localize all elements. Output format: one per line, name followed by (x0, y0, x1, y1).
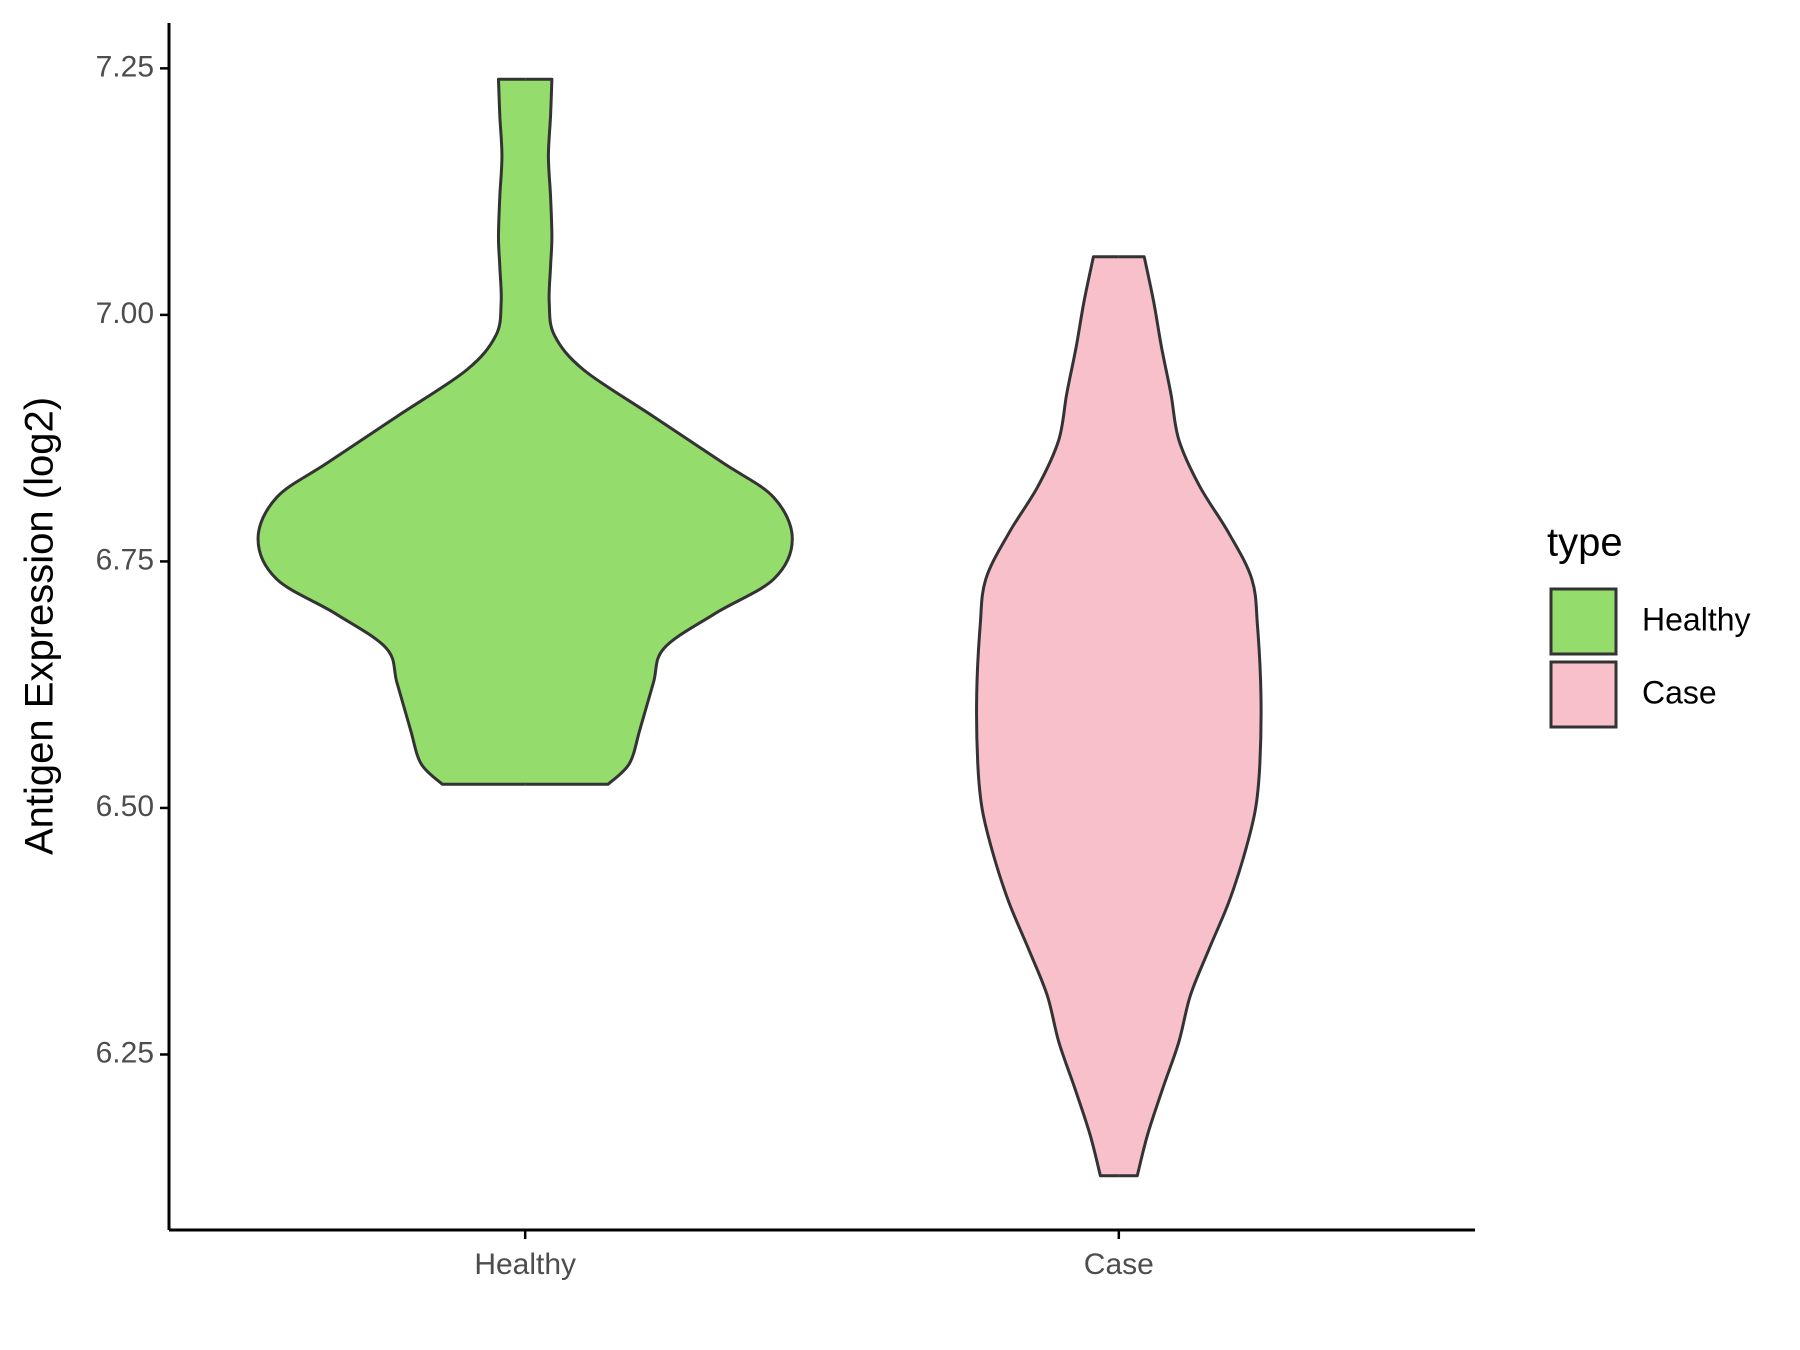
x-tick-label: Healthy (474, 1248, 576, 1281)
violin-half (1118, 256, 1262, 1177)
legend-label: Healthy (1642, 601, 1751, 637)
violin-outline (256, 77, 526, 786)
y-axis-title: Antigen Expression (log2) (18, 397, 62, 855)
legend-key (1549, 660, 1618, 729)
x-tick-label: Case (1084, 1248, 1154, 1281)
y-tick-label: 6.75 (96, 543, 154, 576)
violin-half (524, 78, 793, 785)
y-tick-label: 7.25 (96, 50, 154, 83)
legend-key (1549, 587, 1618, 656)
violin-outline (975, 255, 1119, 1178)
violin-outline (1118, 255, 1263, 1178)
legend-label: Case (1642, 674, 1717, 710)
violin-half (257, 78, 526, 785)
violin-outline (525, 77, 794, 786)
legend-title: type (1547, 521, 1623, 565)
y-tick-label: 6.50 (96, 790, 154, 823)
y-tick-label: 7.00 (96, 297, 154, 330)
violin-half (976, 256, 1120, 1177)
y-tick-label: 6.25 (96, 1036, 154, 1069)
